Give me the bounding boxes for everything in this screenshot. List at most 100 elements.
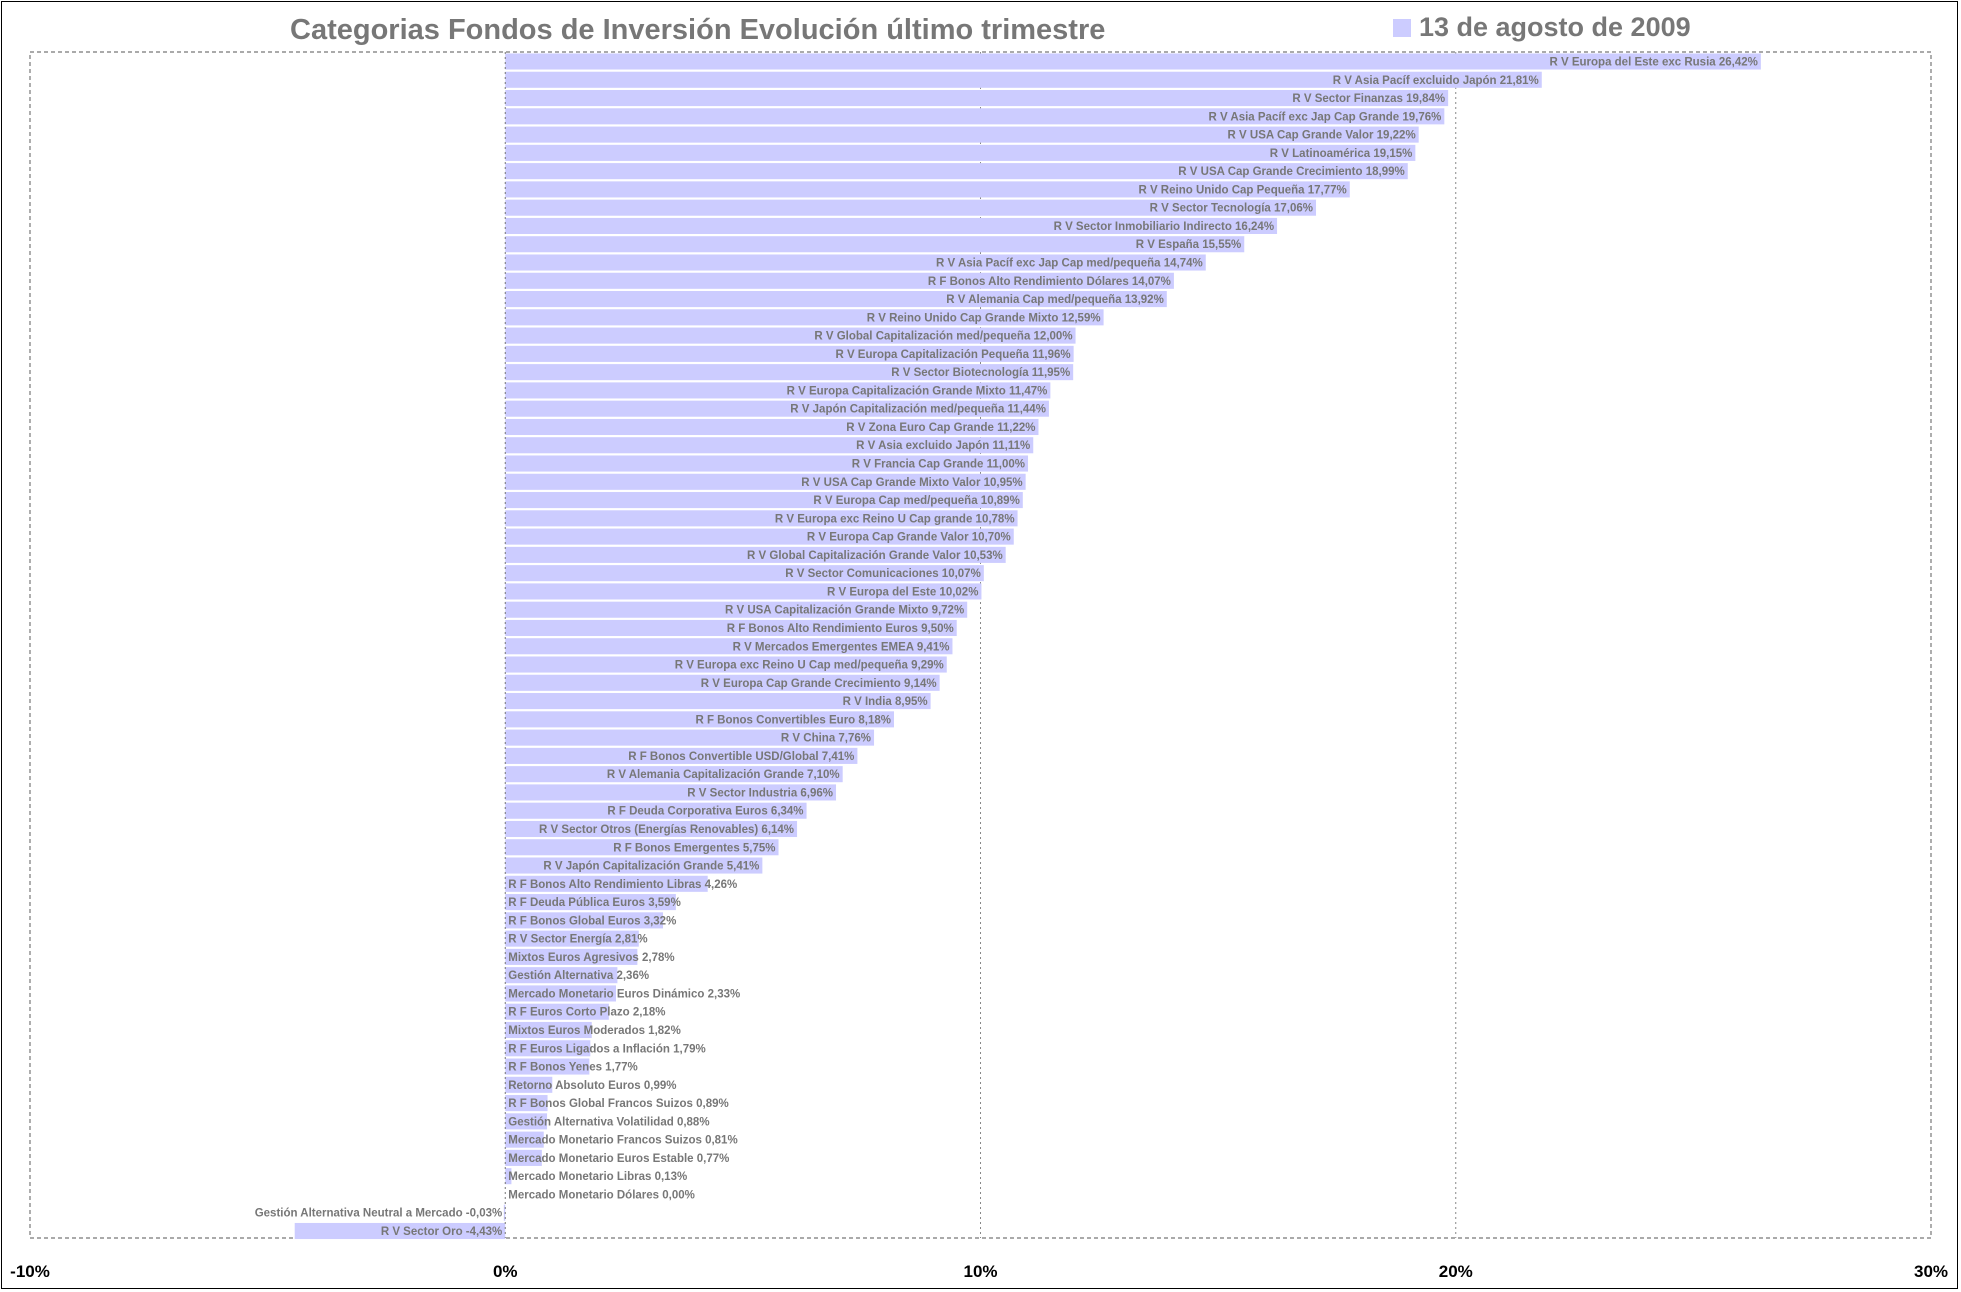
bar — [505, 1003, 609, 1020]
bar — [505, 1021, 592, 1039]
bar — [505, 71, 1542, 88]
bar-label: R V Asia Pacíf excluido Japón 21,81% — [1333, 75, 1539, 87]
bar — [505, 528, 1014, 545]
bar — [505, 309, 1104, 326]
bar — [505, 126, 1419, 143]
bar-label: R F Euros Ligados a Inflación 1,79% — [508, 1043, 705, 1055]
bar-label: Mercado Monetario Libras 0,13% — [508, 1171, 687, 1183]
bar-label: R V Sector Energía 2,81% — [508, 934, 647, 946]
bar-label: R V Sector Oro -4,43% — [381, 1226, 502, 1238]
bar — [505, 583, 982, 600]
bar-label: R F Bonos Global Francos Suizos 0,89% — [508, 1098, 728, 1110]
bar — [505, 53, 1761, 70]
bar-label: R V Asia excluido Japón 11,11% — [856, 440, 1030, 452]
bar-label: R F Deuda Corporativa Euros 6,34% — [607, 806, 803, 818]
bar-label: Gestión Alternativa Neutral a Mercado -0… — [255, 1208, 503, 1220]
bar-label: R V Sector Finanzas 19,84% — [1292, 93, 1445, 105]
bar-label: R V Reino Unido Cap Pequeña 17,77% — [1138, 184, 1346, 196]
bar-label: R V España 15,55% — [1136, 239, 1241, 251]
bar — [505, 473, 1026, 490]
bar-label: R V Reino Unido Cap Grande Mixto 12,59% — [867, 312, 1101, 324]
bar-label: R V USA Cap Grande Valor 19,22% — [1228, 130, 1416, 142]
bar — [505, 144, 1416, 161]
x-tick-label: -10% — [10, 1262, 50, 1281]
bar — [505, 345, 1074, 362]
bar — [505, 820, 798, 838]
bar-label: R F Bonos Convertibles Euro 8,18% — [695, 714, 891, 726]
bar — [505, 546, 1006, 563]
bar — [505, 711, 895, 728]
bar — [505, 839, 779, 856]
bar-label: R V Europa Cap med/pequeña 10,89% — [813, 495, 1019, 507]
legend-swatch — [1393, 18, 1411, 37]
bar-label: R V Europa Cap Grande Crecimiento 9,14% — [701, 678, 937, 690]
bar — [505, 729, 875, 746]
bar — [505, 619, 957, 637]
bar-label: R V Europa del Este exc Rusia 26,42% — [1549, 57, 1757, 69]
bar — [505, 1113, 548, 1130]
bar — [505, 784, 837, 801]
bar — [505, 1168, 512, 1185]
bar — [505, 930, 639, 947]
bar-label: R V Sector Otros (Energías Renovables) 6… — [539, 824, 794, 836]
bar — [505, 254, 1206, 271]
bar-label: R V USA Cap Grande Crecimiento 18,99% — [1178, 166, 1404, 178]
bar — [503, 1204, 506, 1221]
bar-label: R V Alemania Capitalización Grande 7,10% — [607, 769, 840, 781]
bar — [505, 163, 1408, 180]
bar-label: R V China 7,76% — [781, 733, 871, 745]
bar — [294, 1222, 506, 1240]
x-tick-label: 0% — [493, 1262, 518, 1281]
bar-label: Mercado Monetario Euros Estable 0,77% — [508, 1153, 729, 1165]
bar — [505, 674, 940, 691]
bar — [505, 985, 616, 1002]
bar — [505, 1095, 548, 1112]
bar — [505, 382, 1051, 399]
bar — [505, 418, 1039, 436]
bar-label: R F Bonos Alto Rendimiento Euros 9,50% — [727, 623, 954, 635]
bar — [505, 1058, 590, 1075]
bar-label: R V Europa Capitalización Pequeña 11,96% — [835, 349, 1070, 361]
bar-label: R V Sector Biotecnología 11,95% — [891, 367, 1070, 379]
bar-label: Mixtos Euros Moderados 1,82% — [508, 1025, 681, 1037]
bar-label: R V Sector Comunicaciones 10,07% — [785, 568, 981, 580]
bar — [505, 894, 676, 911]
bar-label: R V Europa exc Reino U Cap grande 10,78% — [775, 513, 1015, 525]
bar-label: R V Sector Inmobiliario Indirecto 16,24% — [1054, 221, 1274, 233]
bar-label: Retorno Absoluto Euros 0,99% — [508, 1080, 676, 1092]
bar-label: R V USA Cap Grande Mixto Valor 10,95% — [801, 477, 1022, 489]
bar-label: R F Bonos Alto Rendimiento Libras 4,26% — [508, 879, 737, 891]
chart-legend: 13 de agosto de 2009 — [1393, 12, 1691, 43]
bar — [505, 217, 1278, 235]
bar-label: R F Bonos Alto Rendimiento Dólares 14,07… — [928, 276, 1171, 288]
bar — [505, 967, 618, 984]
bar-labels: R V Europa del Este exc Rusia 26,42% R V … — [255, 57, 1758, 1239]
bars — [294, 53, 1761, 1240]
bar — [505, 400, 1049, 417]
bar — [505, 693, 931, 710]
bar-label: R V Latinoamérica 19,15% — [1270, 148, 1413, 160]
bar-label: Mercado Monetario Francos Suizos 0,81% — [508, 1135, 737, 1147]
bar — [505, 638, 953, 655]
bar — [505, 1040, 591, 1057]
bar-label: Mercado Monetario Euros Dinámico 2,33% — [508, 988, 740, 1000]
bar-label: R V Europa exc Reino U Cap med/pequeña 9… — [675, 660, 944, 672]
bar-label: R F Bonos Convertible USD/Global 7,41% — [628, 751, 854, 763]
bar-label: R V Japón Capitalización Grande 5,41% — [543, 861, 759, 873]
bar-label: Mixtos Euros Agresivos 2,78% — [508, 952, 674, 964]
chart-title: Categorias Fondos de Inversión Evolución… — [290, 14, 1106, 46]
bar — [505, 199, 1317, 216]
bar — [505, 766, 843, 783]
bar-label: Mercado Monetario Dólares 0,00% — [508, 1189, 695, 1201]
x-tick-label: 10% — [963, 1262, 997, 1281]
bar — [505, 857, 763, 874]
bar — [505, 1131, 544, 1148]
legend-label: 13 de agosto de 2009 — [1419, 12, 1691, 42]
bar — [505, 747, 858, 764]
bar-label: R V Global Capitalización med/pequeña 12… — [814, 331, 1072, 343]
bar — [505, 1076, 553, 1093]
x-axis-ticks: -10% 0% 10% 20% 30% — [10, 1262, 1948, 1281]
bar — [505, 510, 1018, 527]
bar-label: R V Japón Capitalización med/pequeña 11,… — [790, 404, 1046, 416]
